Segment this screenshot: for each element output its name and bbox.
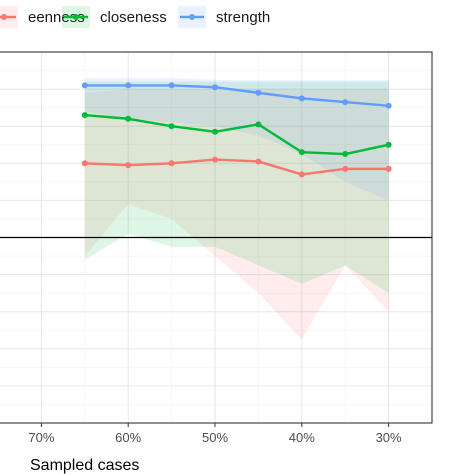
betweenness-point: [298, 171, 305, 178]
x-tick-label: 30%: [376, 430, 402, 445]
x-axis-title: Sampled cases: [30, 457, 139, 474]
closeness-legend-label: closeness: [100, 9, 167, 26]
closeness-point: [385, 141, 392, 148]
strength-point: [255, 89, 262, 96]
closeness-line: [84, 113, 389, 156]
betweenness-point: [81, 160, 88, 167]
strength-point: [385, 102, 392, 109]
strength-point: [212, 84, 218, 91]
closeness-point: [342, 151, 349, 158]
closeness-point: [125, 115, 132, 122]
betweenness-point: [125, 162, 132, 169]
betweenness-point: [212, 156, 218, 163]
closeness-legend-key-point: [73, 14, 79, 20]
betweenness-legend-key-point: [1, 14, 7, 20]
closeness-point: [212, 128, 218, 135]
strength-point: [125, 82, 132, 89]
strength-point: [298, 95, 305, 102]
x-tick-label: 40%: [289, 430, 315, 445]
confidence-bands: [84, 77, 389, 340]
series-lines: [81, 82, 392, 178]
x-axis-ticks: 70% 60% 50% 40% 30%: [28, 423, 402, 445]
strength-point: [168, 82, 175, 89]
strength-line: [84, 84, 389, 107]
closeness-point: [298, 149, 305, 156]
closeness-point: [255, 121, 262, 128]
betweenness-point: [168, 160, 175, 167]
x-tick-label: 60%: [115, 430, 141, 445]
closeness-point: [168, 123, 175, 130]
legend: eenness closeness strength: [0, 6, 270, 28]
betweenness-line: [84, 158, 389, 176]
closeness-band: [84, 81, 389, 294]
strength-legend-key-point: [189, 14, 195, 20]
x-tick-label: 70%: [28, 430, 54, 445]
x-tick-label: 50%: [202, 430, 228, 445]
strength-point: [342, 99, 349, 106]
betweenness-point: [385, 165, 392, 172]
betweenness-point: [255, 158, 262, 165]
strength-point: [81, 82, 88, 89]
betweenness-point: [342, 165, 349, 172]
strength-legend-label: strength: [216, 9, 270, 26]
strength-band: [84, 77, 389, 201]
closeness-point: [81, 112, 88, 119]
betweenness-legend-label: eenness: [28, 9, 85, 26]
